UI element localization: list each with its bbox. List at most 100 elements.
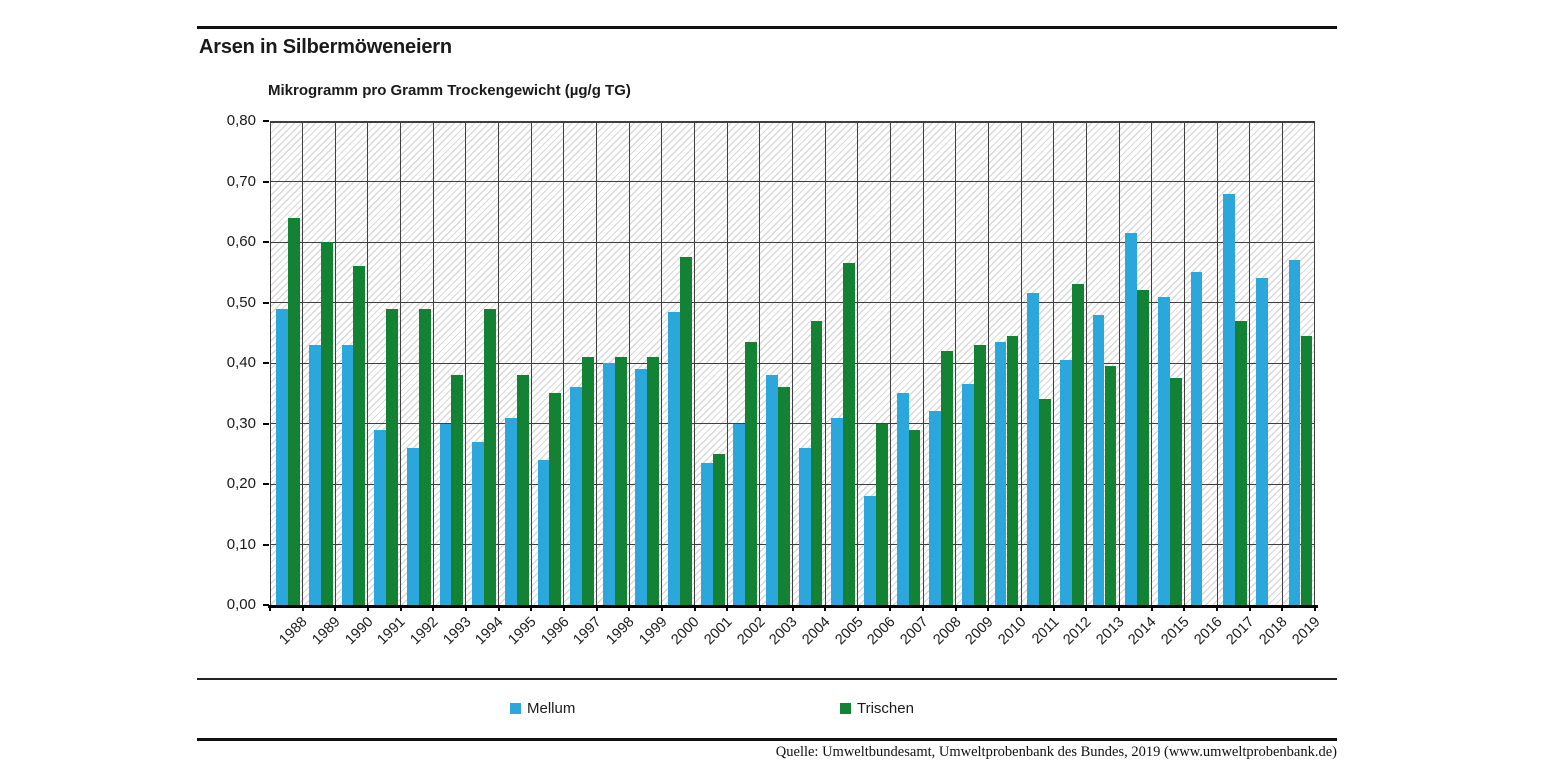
x-tick xyxy=(1150,606,1153,611)
y-tick xyxy=(263,543,269,546)
bar-mellum-2007 xyxy=(896,393,909,605)
x-tick xyxy=(922,606,925,611)
bar-mellum-2005 xyxy=(831,417,844,605)
y-tick-label: 0,50 xyxy=(226,293,256,311)
bar-trischen-1993 xyxy=(451,375,464,605)
x-tick xyxy=(1248,606,1251,611)
v-gridline xyxy=(596,121,598,605)
bar-trischen-2006 xyxy=(875,423,888,605)
bar-mellum-2008 xyxy=(929,411,942,605)
bar-mellum-2011 xyxy=(1027,293,1040,605)
x-tick xyxy=(432,606,435,611)
bar-mellum-2001 xyxy=(700,462,713,605)
v-gridline xyxy=(334,121,336,605)
bar-trischen-1998 xyxy=(614,357,627,605)
x-tick xyxy=(954,606,957,611)
x-tick-label: 1989 xyxy=(309,614,344,649)
bar-trischen-2012 xyxy=(1071,284,1084,605)
bar-trischen-2019 xyxy=(1300,335,1313,605)
x-tick-label: 1991 xyxy=(374,614,409,649)
bar-mellum-2014 xyxy=(1125,232,1138,605)
x-tick-label: 2010 xyxy=(995,614,1030,649)
x-tick-label: 2003 xyxy=(766,614,801,649)
x-tick xyxy=(1216,606,1219,611)
top-rule xyxy=(197,26,1337,29)
bar-mellum-2013 xyxy=(1092,314,1105,605)
x-tick-label: 2013 xyxy=(1093,614,1128,649)
bar-mellum-2000 xyxy=(668,311,680,605)
x-tick-label: 2000 xyxy=(668,614,703,649)
x-tick xyxy=(334,606,337,611)
x-tick-label: 2009 xyxy=(962,614,997,649)
x-tick-label: 2018 xyxy=(1256,614,1291,649)
x-tick-label: 2019 xyxy=(1289,614,1324,649)
bar-trischen-1989 xyxy=(320,242,333,605)
x-tick-label: 1990 xyxy=(342,614,377,649)
v-gridline xyxy=(498,121,500,605)
bar-trischen-2009 xyxy=(973,344,986,605)
x-tick xyxy=(791,606,794,611)
bar-trischen-1995 xyxy=(516,375,529,605)
x-tick-label: 2002 xyxy=(734,614,769,649)
v-gridline xyxy=(400,121,402,605)
chart-plot-area xyxy=(270,121,1315,605)
bar-mellum-2012 xyxy=(1060,360,1072,605)
y-tick-label: 0,70 xyxy=(226,172,256,190)
v-gridline xyxy=(1151,121,1153,605)
x-tick xyxy=(1281,606,1284,611)
v-gridline xyxy=(661,121,663,605)
v-gridline xyxy=(432,121,434,605)
x-tick-label: 1999 xyxy=(636,614,671,649)
bar-mellum-2010 xyxy=(994,341,1007,605)
bar-trischen-2015 xyxy=(1169,378,1182,605)
trischen-swatch-icon xyxy=(840,703,851,714)
y-tick xyxy=(263,241,269,243)
v-gridline xyxy=(857,121,859,605)
x-tick xyxy=(758,606,761,611)
x-tick-label: 2001 xyxy=(701,614,736,649)
bar-trischen-1999 xyxy=(647,357,660,605)
x-tick xyxy=(1183,606,1186,611)
bar-trischen-1988 xyxy=(288,217,300,605)
bar-trischen-2010 xyxy=(1006,335,1019,605)
bar-mellum-2003 xyxy=(766,375,778,605)
x-tick xyxy=(530,606,533,611)
bar-mellum-2019 xyxy=(1288,260,1301,605)
v-gridline xyxy=(1183,121,1185,605)
y-tick-label: 0,20 xyxy=(226,475,256,492)
x-tick-label: 1998 xyxy=(603,614,638,649)
legend-top-rule xyxy=(197,678,1337,680)
bar-trischen-2008 xyxy=(941,350,954,605)
v-gridline xyxy=(1118,121,1120,605)
v-gridline xyxy=(955,121,957,605)
x-tick xyxy=(399,606,402,611)
bar-trischen-2005 xyxy=(843,263,856,605)
v-gridline xyxy=(1216,121,1218,605)
v-gridline xyxy=(563,121,565,605)
v-gridline xyxy=(1281,121,1283,605)
y-tick xyxy=(263,422,269,425)
v-gridline xyxy=(1085,121,1087,605)
bar-mellum-2004 xyxy=(798,447,811,605)
v-gridline xyxy=(759,121,761,605)
bar-trischen-2000 xyxy=(680,257,692,605)
v-gridline xyxy=(1020,121,1022,605)
v-gridline xyxy=(987,121,989,605)
x-tick-label: 2005 xyxy=(831,614,867,649)
y-tick-label: 0,80 xyxy=(226,112,256,129)
bar-trischen-2004 xyxy=(810,320,823,605)
x-tick-label: 1994 xyxy=(472,614,507,649)
x-tick xyxy=(693,606,696,611)
bar-mellum-1995 xyxy=(504,417,517,605)
x-tick-label: 1995 xyxy=(505,614,540,649)
x-tick-label: 2017 xyxy=(1223,614,1259,649)
v-gridline xyxy=(889,121,891,605)
y-tick-label: 0,00 xyxy=(226,596,256,613)
v-gridline xyxy=(628,121,630,605)
x-tick-label: 2004 xyxy=(799,614,834,649)
x-tick xyxy=(366,606,369,611)
x-tick-label: 1997 xyxy=(570,614,605,649)
bar-mellum-1996 xyxy=(537,459,550,605)
bar-trischen-2017 xyxy=(1235,320,1248,605)
